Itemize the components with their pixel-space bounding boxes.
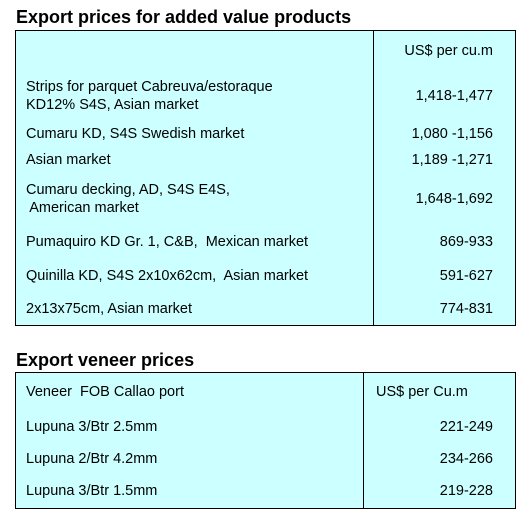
price-cell: 219-228: [363, 474, 516, 509]
price-cell: 774-831: [373, 292, 516, 326]
product-cell: Lupuna 2/Btr 4.2mm: [15, 442, 364, 475]
table-row: Asian market 1,189 -1,271: [15, 146, 516, 173]
product-cell: Lupuna 3/Btr 2.5mm: [15, 410, 364, 443]
price-cell: 1,418-1,477: [373, 70, 516, 121]
product-cell: Quinilla KD, S4S 2x10x62cm, Asian market: [15, 258, 374, 293]
product-cell: Cumaru decking, AD, S4S E4S, American ma…: [15, 172, 374, 225]
veneer-col-header: Veneer FOB Callao port: [15, 372, 364, 411]
table-row: Cumaru KD, S4S Swedish market 1,080 -1,1…: [15, 120, 516, 147]
price-cell: 234-266: [363, 442, 516, 475]
product-cell: Lupuna 3/Btr 1.5mm: [15, 474, 364, 509]
table-row: Lupuna 2/Btr 4.2mm 234-266: [15, 442, 516, 475]
table-row: Pumaquiro KD Gr. 1, C&B, Mexican market …: [15, 224, 516, 259]
table-row: Quinilla KD, S4S 2x10x62cm, Asian market…: [15, 258, 516, 293]
product-cell: Cumaru KD, S4S Swedish market: [15, 120, 374, 147]
table-row: 2x13x75cm, Asian market 774-831: [15, 292, 516, 326]
veneer-title: Export veneer prices: [16, 350, 195, 370]
product-cell: Asian market: [15, 146, 374, 173]
table-row: Cumaru decking, AD, S4S E4S, American ma…: [15, 172, 516, 225]
veneer-price-table: Veneer FOB Callao port US$ per Cu.m Lupu…: [15, 372, 516, 509]
unit-header: US$ per Cu.m: [363, 372, 516, 411]
price-cell: 869-933: [373, 224, 516, 259]
product-cell: Pumaquiro KD Gr. 1, C&B, Mexican market: [15, 224, 374, 259]
price-cell: 1,080 -1,156: [373, 120, 516, 147]
price-cell: 221-249: [363, 410, 516, 443]
added-value-title: Export prices for added value products: [16, 7, 352, 27]
product-cell: 2x13x75cm, Asian market: [15, 292, 374, 326]
price-cell: 591-627: [373, 258, 516, 293]
table-header-row: Veneer FOB Callao port US$ per Cu.m: [15, 372, 516, 411]
price-cell: 1,189 -1,271: [373, 146, 516, 173]
added-value-price-table: US$ per cu.m Strips for parquet Cabreuva…: [15, 30, 516, 326]
price-cell: 1,648-1,692: [373, 172, 516, 225]
table-row: Strips for parquet Cabreuva/estoraque KD1…: [15, 70, 516, 121]
unit-header: US$ per cu.m: [373, 30, 516, 71]
table-row: Lupuna 3/Btr 2.5mm 221-249: [15, 410, 516, 443]
table-row: Lupuna 3/Btr 1.5mm 219-228: [15, 474, 516, 509]
table-header-row: US$ per cu.m: [15, 30, 516, 71]
product-cell: Strips for parquet Cabreuva/estoraque KD1…: [15, 70, 374, 121]
